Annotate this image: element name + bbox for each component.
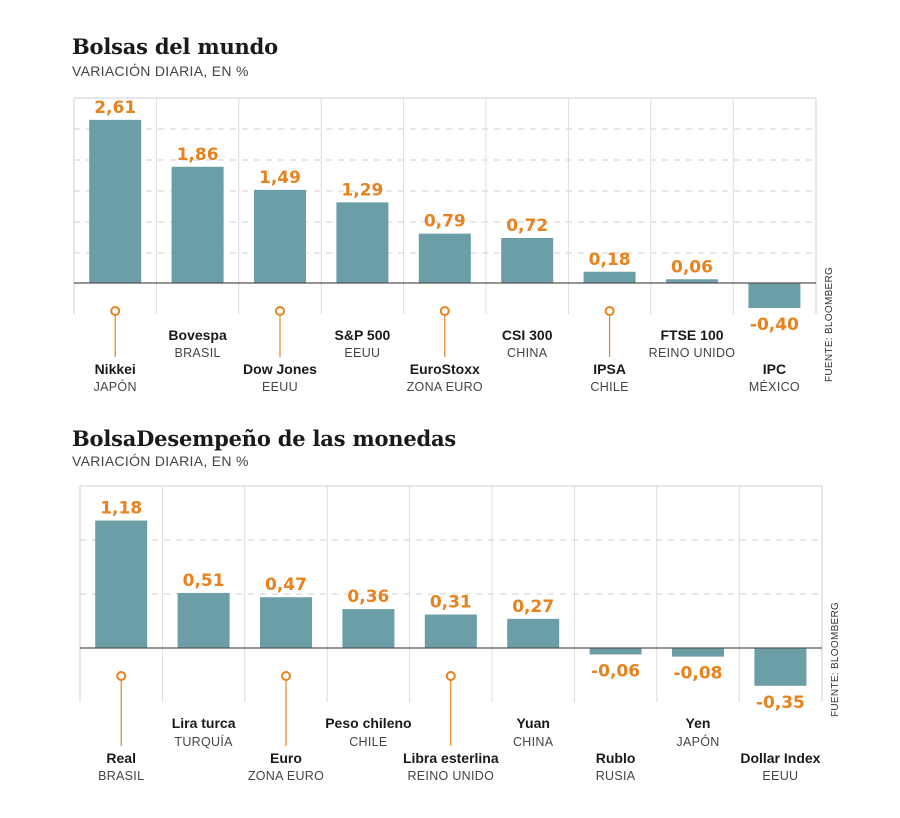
category-label-9: IPC bbox=[763, 361, 786, 377]
value-label-7: -0,06 bbox=[591, 661, 640, 681]
value-label-9: -0,35 bbox=[756, 693, 805, 713]
value-label-1: 2,61 bbox=[94, 98, 136, 118]
chart2-title: BolsaDesempeño de las monedas bbox=[72, 426, 457, 451]
bar-9 bbox=[754, 648, 807, 686]
value-label-2: 0,51 bbox=[183, 571, 225, 591]
category-country-7: CHILE bbox=[590, 380, 628, 394]
bar-7 bbox=[589, 648, 642, 655]
category-country-1: JAPÓN bbox=[94, 379, 137, 394]
bar-5 bbox=[418, 233, 471, 283]
category-country-5: REINO UNIDO bbox=[407, 769, 494, 783]
value-label-6: 0,72 bbox=[506, 216, 548, 236]
value-label-3: 1,49 bbox=[259, 168, 301, 188]
category-country-6: CHINA bbox=[507, 346, 548, 360]
category-country-3: ZONA EURO bbox=[248, 769, 324, 783]
value-label-4: 0,36 bbox=[347, 587, 389, 607]
chart-2-plot: 1,18 Real BRASIL 0,51 Lira turca TURQUÍA 0,47 E… bbox=[79, 485, 841, 783]
category-label-3: Dow Jones bbox=[243, 361, 317, 377]
category-label-6: CSI 300 bbox=[502, 327, 553, 343]
label-marker bbox=[604, 306, 615, 316]
category-country-2: TURQUÍA bbox=[174, 734, 233, 749]
label-marker bbox=[275, 306, 285, 316]
label-marker bbox=[116, 671, 127, 681]
category-country-4: EEUU bbox=[344, 346, 380, 360]
chart1-title: Bolsas del mundo bbox=[72, 34, 278, 59]
category-label-4: Peso chileno bbox=[325, 715, 411, 731]
value-label-3: 0,47 bbox=[265, 575, 307, 595]
category-country-2: BRASIL bbox=[174, 346, 220, 360]
chart1-subtitle: VARIACIÓN DIARIA, EN % bbox=[72, 63, 249, 79]
category-label-4: S&P 500 bbox=[335, 327, 391, 343]
category-label-3: Euro bbox=[270, 750, 302, 766]
bar-4 bbox=[342, 609, 395, 648]
category-label-5: EuroStoxx bbox=[410, 361, 480, 377]
category-country-7: RUSIA bbox=[596, 769, 636, 783]
bar-1 bbox=[95, 520, 148, 648]
category-label-9: Dollar Index bbox=[740, 750, 820, 766]
category-country-9: MÉXICO bbox=[749, 379, 800, 394]
bar-4 bbox=[336, 202, 389, 283]
bar-2 bbox=[177, 592, 230, 648]
category-country-9: EEUU bbox=[762, 769, 798, 783]
category-country-8: REINO UNIDO bbox=[649, 346, 736, 360]
value-label-5: 0,79 bbox=[424, 212, 466, 232]
bar-1 bbox=[89, 119, 142, 283]
value-label-8: 0,06 bbox=[671, 257, 713, 277]
category-country-4: CHILE bbox=[349, 735, 387, 749]
bar-3 bbox=[254, 189, 306, 283]
category-country-6: CHINA bbox=[513, 735, 554, 749]
label-marker bbox=[445, 671, 456, 681]
bar-5 bbox=[424, 614, 477, 648]
category-label-8: Yen bbox=[686, 715, 711, 731]
category-label-5: Libra esterlina bbox=[403, 750, 499, 766]
value-label-9: -0,40 bbox=[750, 315, 799, 335]
bar-9 bbox=[748, 283, 801, 308]
category-label-6: Yuan bbox=[516, 715, 549, 731]
category-country-3: EEUU bbox=[262, 380, 298, 394]
label-marker bbox=[281, 671, 291, 681]
value-label-2: 1,86 bbox=[177, 145, 219, 165]
value-label-6: 0,27 bbox=[512, 597, 554, 617]
category-country-8: JAPÓN bbox=[676, 734, 719, 749]
bar-8 bbox=[666, 279, 718, 283]
value-label-4: 1,29 bbox=[341, 180, 383, 200]
label-marker bbox=[439, 306, 450, 316]
category-country-5: ZONA EURO bbox=[407, 380, 483, 394]
value-label-1: 1,18 bbox=[100, 499, 142, 519]
bar-2 bbox=[171, 166, 224, 283]
value-label-5: 0,31 bbox=[430, 593, 472, 613]
category-label-1: Nikkei bbox=[95, 361, 136, 377]
bar-7 bbox=[583, 271, 636, 283]
bar-6 bbox=[501, 238, 554, 283]
bar-6 bbox=[507, 618, 560, 648]
label-marker bbox=[110, 306, 121, 316]
bar-8 bbox=[672, 648, 724, 657]
category-label-2: Lira turca bbox=[172, 715, 236, 731]
source-note: FUENTE: BLOOMBERG bbox=[830, 602, 841, 717]
chart2-subtitle: VARIACIÓN DIARIA, EN % bbox=[72, 453, 249, 469]
category-label-8: FTSE 100 bbox=[660, 327, 723, 343]
bar-3 bbox=[260, 597, 312, 648]
category-country-1: BRASIL bbox=[98, 769, 144, 783]
chart-1-plot: 2,61 Nikkei JAPÓN 1,86 Bovespa BRASIL 1,49 Dow … bbox=[73, 97, 835, 394]
category-label-7: IPSA bbox=[593, 361, 626, 377]
category-label-7: Rublo bbox=[596, 750, 636, 766]
source-note: FUENTE: BLOOMBERG bbox=[824, 267, 835, 382]
category-label-1: Real bbox=[106, 750, 136, 766]
category-label-2: Bovespa bbox=[168, 327, 227, 343]
value-label-8: -0,08 bbox=[674, 664, 723, 684]
value-label-7: 0,18 bbox=[589, 250, 631, 270]
